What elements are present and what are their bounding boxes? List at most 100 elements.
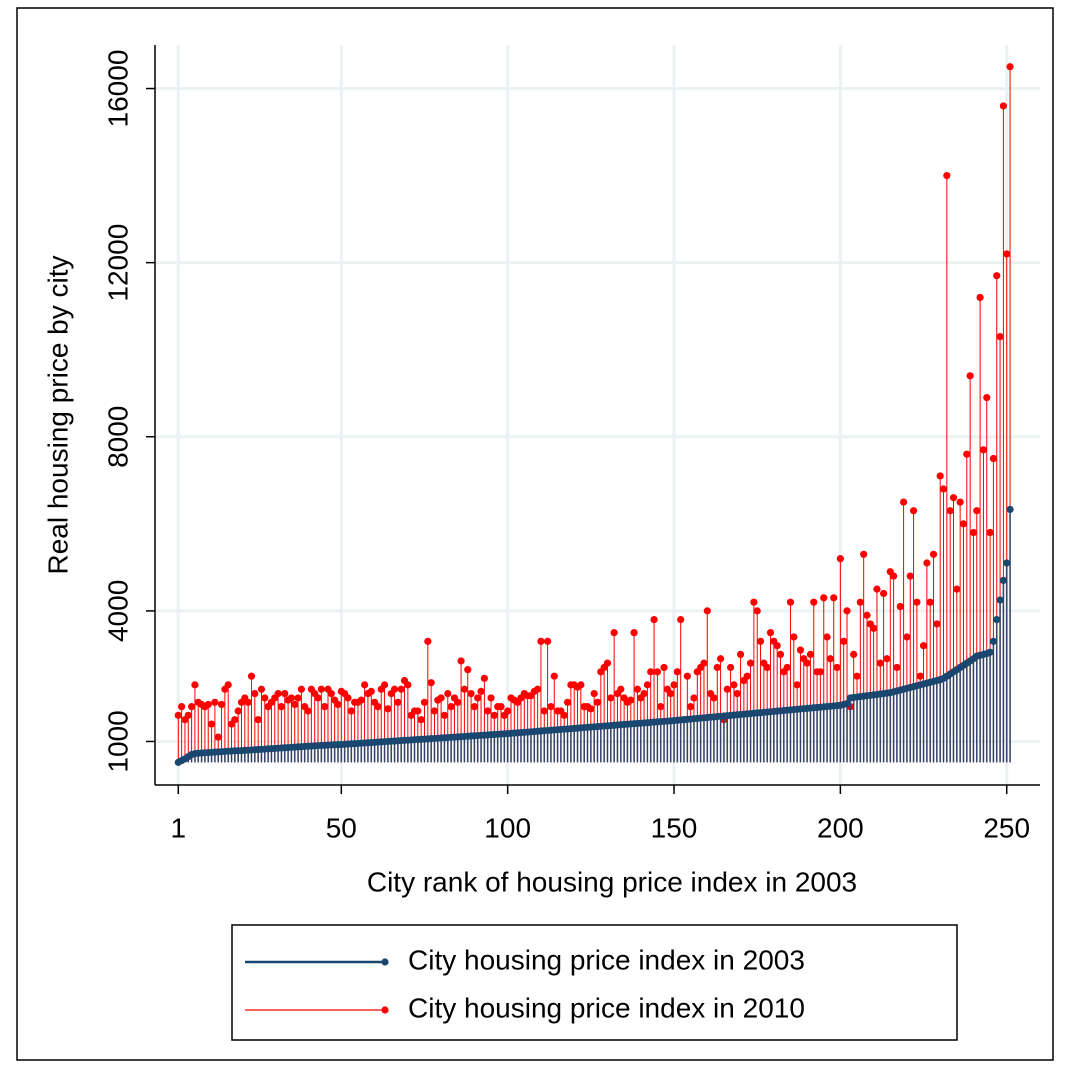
point [826, 655, 834, 663]
point [474, 694, 482, 702]
point [793, 681, 801, 689]
point [457, 657, 465, 665]
point [447, 703, 455, 711]
point [996, 333, 1004, 341]
point [750, 598, 758, 606]
point [361, 681, 369, 689]
point [713, 663, 721, 672]
point [504, 707, 512, 715]
point [726, 663, 735, 672]
point [277, 703, 286, 711]
point [943, 171, 951, 180]
point [763, 663, 771, 672]
point [440, 711, 449, 719]
point [390, 685, 399, 693]
point [806, 650, 815, 659]
x-tick-label: 150 [651, 812, 698, 843]
point [497, 703, 505, 711]
point [816, 668, 825, 676]
point [444, 689, 452, 698]
point [607, 694, 615, 702]
point [949, 494, 958, 502]
point [321, 703, 329, 711]
point [314, 694, 322, 702]
point [999, 102, 1008, 110]
point [537, 637, 545, 645]
point [414, 707, 422, 715]
marks [174, 63, 1014, 766]
point [184, 711, 192, 719]
point [660, 663, 668, 672]
point [853, 672, 861, 680]
point [687, 703, 695, 711]
point [966, 372, 974, 380]
point [903, 633, 911, 641]
point [753, 607, 761, 615]
point [883, 655, 891, 663]
point [294, 694, 302, 702]
x-tick-label: 200 [817, 812, 864, 843]
point [896, 602, 904, 611]
point [550, 672, 558, 680]
point [334, 700, 342, 709]
x-tick-label: 250 [983, 812, 1030, 843]
point [860, 550, 868, 558]
legend-marker [381, 958, 389, 966]
point [936, 472, 944, 480]
point [836, 555, 844, 563]
point [214, 733, 222, 741]
point [843, 700, 851, 708]
point [274, 689, 282, 698]
point [487, 694, 495, 702]
point [587, 705, 595, 713]
point [959, 520, 968, 528]
point [989, 637, 998, 645]
point [261, 694, 269, 702]
point [919, 642, 928, 650]
point [790, 633, 798, 641]
point [217, 700, 226, 709]
point [347, 707, 355, 715]
point [563, 698, 572, 706]
point [640, 689, 648, 698]
point [480, 674, 488, 682]
point [384, 705, 392, 713]
y-tick-label: 4000 [102, 580, 133, 642]
point [999, 576, 1008, 585]
point [174, 711, 182, 719]
point [603, 659, 612, 667]
point [287, 694, 296, 702]
point [254, 716, 262, 724]
point [876, 659, 884, 667]
point [244, 698, 252, 706]
y-axis-title: Real housing price by city [42, 255, 73, 574]
point [454, 698, 462, 706]
point [856, 598, 864, 606]
point [540, 707, 548, 715]
point [231, 716, 239, 724]
x-tick-label: 1 [171, 812, 187, 843]
point [211, 698, 219, 706]
point [783, 663, 791, 672]
point [963, 450, 971, 458]
point [946, 507, 954, 515]
point [730, 681, 738, 689]
point [627, 696, 635, 704]
point [776, 650, 785, 659]
point [460, 685, 469, 693]
point [863, 611, 871, 619]
point [297, 685, 305, 693]
point [673, 668, 681, 676]
point [850, 650, 858, 659]
point [756, 637, 765, 645]
point [247, 672, 256, 680]
point [357, 696, 365, 704]
point [374, 703, 382, 711]
point [204, 700, 212, 709]
point [1006, 63, 1014, 71]
point [690, 694, 698, 702]
point [796, 646, 805, 654]
point [969, 528, 978, 537]
point [743, 672, 751, 680]
